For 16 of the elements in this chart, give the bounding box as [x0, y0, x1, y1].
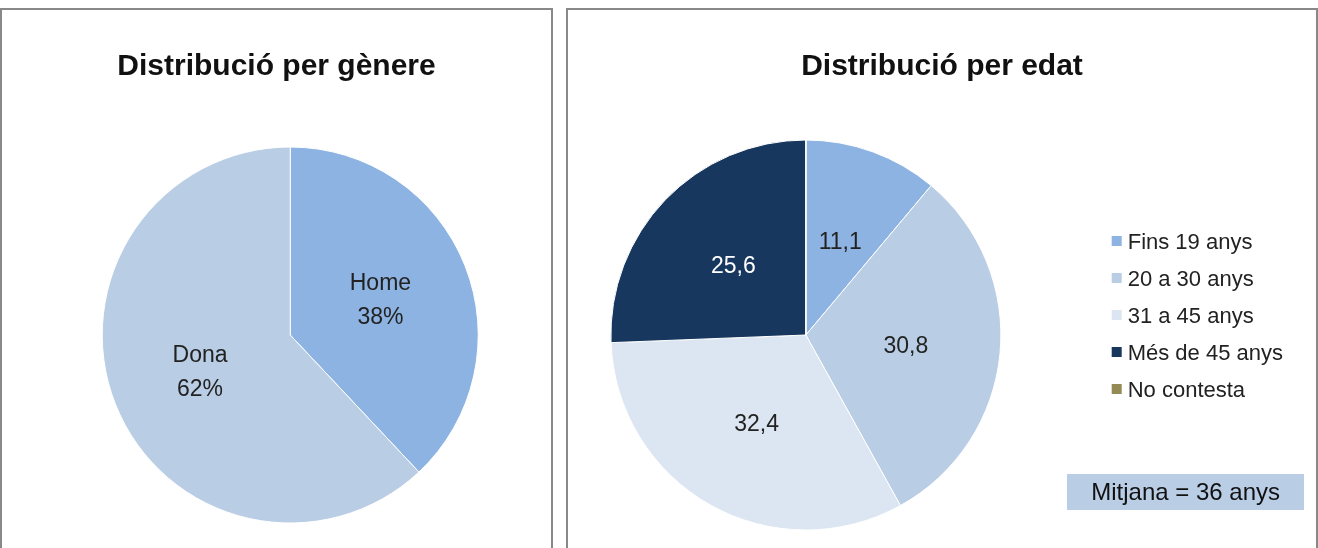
slice-label: Home	[349, 269, 412, 296]
chart-title: Distribució per edat	[801, 47, 1083, 81]
data-label: 32,4	[734, 409, 780, 436]
legend-label: 31 a 45 anys	[1127, 302, 1254, 328]
data-label: 62%	[177, 374, 224, 401]
legend-label: Més de 45 anys	[1127, 339, 1283, 365]
data-label: 11,1	[818, 227, 862, 254]
slice-label: Dona	[172, 340, 228, 367]
text: Mitjana = 36 anys	[1067, 474, 1304, 510]
legend-label: 20 a 30 anys	[1127, 265, 1254, 291]
legend-label: No contesta	[1127, 376, 1246, 402]
legend-label: Fins 19 anys	[1127, 228, 1253, 254]
data-label: 25,6	[711, 252, 756, 279]
data-label: 38%	[357, 303, 404, 330]
data-label: 30,8	[883, 331, 929, 358]
chart-title: Distribució per gènere	[117, 47, 436, 81]
